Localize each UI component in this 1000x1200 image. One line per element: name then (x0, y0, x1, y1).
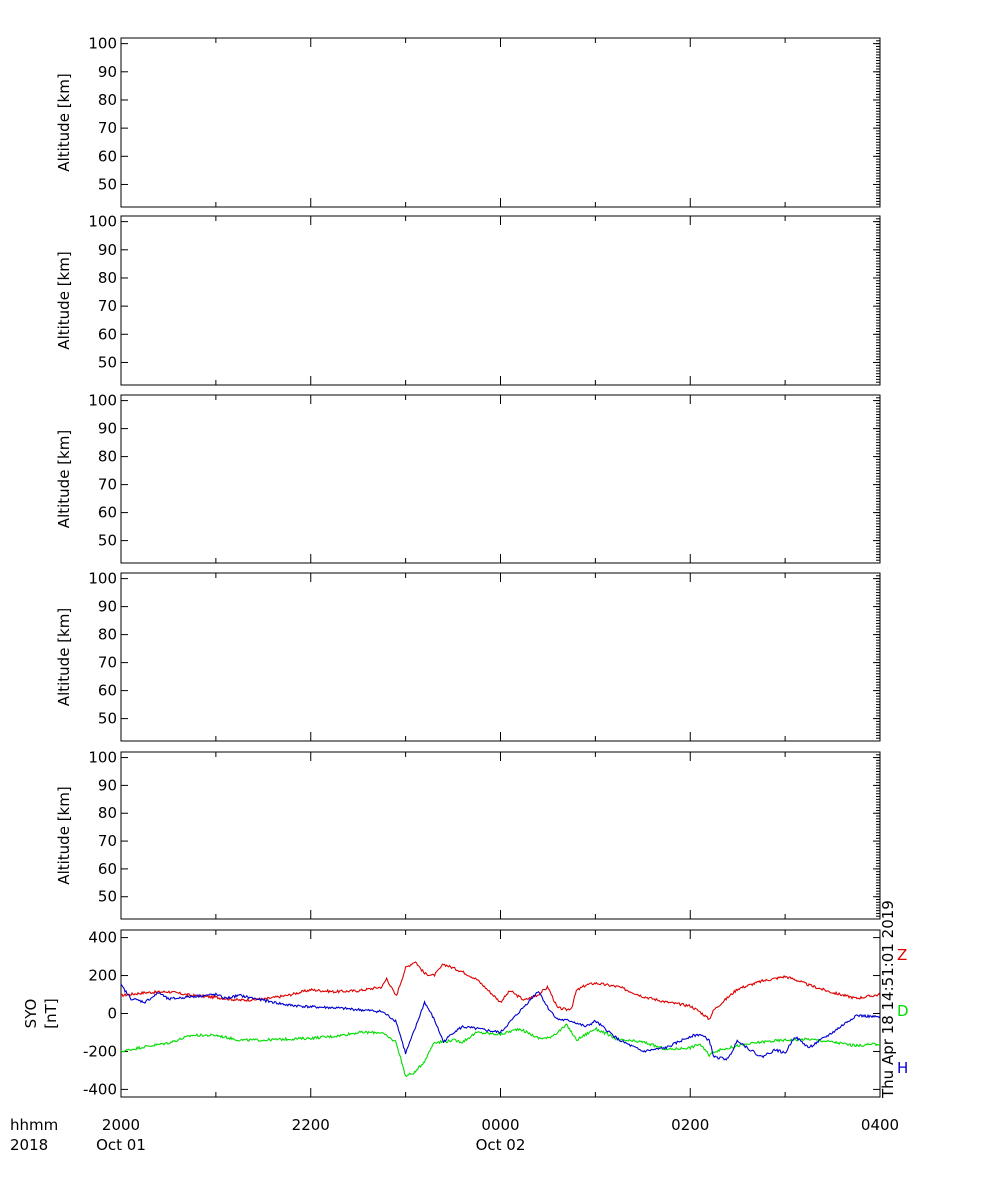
y-tick-label: 70 (98, 476, 117, 494)
y-axis-title: Altitude [km] (55, 251, 73, 349)
y-tick-label: 60 (98, 682, 117, 700)
y-tick-label: 100 (88, 213, 117, 231)
y-tick-label: 80 (98, 626, 117, 644)
x-tick-label: 0400 (861, 1116, 899, 1134)
y-tick-label: 100 (88, 392, 117, 410)
y-tick-label: 60 (98, 860, 117, 878)
series-line-Z (120, 961, 881, 1020)
y-tick-label: 60 (98, 147, 117, 165)
y-axis-title: SYO (22, 999, 40, 1029)
y-tick-label: 90 (98, 63, 117, 81)
y-tick-label: 100 (88, 749, 117, 767)
panel-5: 50 60 70 80 90 100 Altitude [km] (55, 749, 881, 920)
plot-frame (120, 215, 881, 386)
plot-frame (120, 37, 881, 208)
x-date-label: Oct 01 (96, 1136, 146, 1154)
plot-frame (120, 929, 881, 1098)
series-line-H (120, 983, 881, 1061)
y-tick-label: 80 (98, 91, 117, 109)
y-tick-label: 200 (88, 967, 117, 985)
series-line-D (120, 1023, 881, 1078)
y-tick-label: 70 (98, 297, 117, 315)
y-tick-label: 70 (98, 832, 117, 850)
panel-3: 50 60 70 80 90 100 Altitude [km] (55, 392, 881, 564)
x-tick-label: 2000 (102, 1116, 140, 1134)
legend-label-Z: Z (897, 946, 907, 964)
y-tick-label: 80 (98, 269, 117, 287)
y-axis-title: Altitude [km] (55, 430, 73, 528)
legend-label-D: D (897, 1002, 909, 1020)
y-tick-label: 90 (98, 776, 117, 794)
x-tick-label: 2200 (292, 1116, 330, 1134)
y-axis-title: [nT] (42, 998, 60, 1028)
y-axis-title: Altitude [km] (55, 73, 73, 171)
y-tick-label: 90 (98, 241, 117, 259)
y-tick-label: -200 (83, 1042, 117, 1060)
y-tick-label: 50 (98, 353, 117, 371)
panels: 50 60 70 80 90 100 Altitude [km] 50 60 70 80 90 100 A… (22, 35, 881, 1098)
x-tick-label: 0200 (671, 1116, 709, 1134)
y-tick-label: 70 (98, 119, 117, 137)
panel-2: 50 60 70 80 90 100 Altitude [km] (55, 213, 881, 386)
panel-4: 50 60 70 80 90 100 Altitude [km] (55, 570, 881, 742)
y-tick-label: 60 (98, 504, 117, 522)
panel-6: -400 -200 0 200 400 SYO [nT] (22, 929, 881, 1098)
y-tick-label: 50 (98, 532, 117, 550)
x-tick-label: 0000 (481, 1116, 519, 1134)
y-tick-label: 400 (88, 929, 117, 947)
y-tick-label: 80 (98, 804, 117, 822)
y-tick-label: 100 (88, 570, 117, 588)
y-axis-title: Altitude [km] (55, 608, 73, 706)
x-axis: hhmm 2018 2000 Oct 01 2200 0000 Oct 02 0200 0400 (10, 1116, 899, 1154)
plot-frame (120, 751, 881, 920)
y-tick-label: 100 (88, 35, 117, 53)
x-date-label: Oct 02 (476, 1136, 526, 1154)
y-tick-label: 50 (98, 888, 117, 906)
x-row-label: hhmm (10, 1116, 58, 1134)
y-tick-label: 80 (98, 448, 117, 466)
y-tick-label: 90 (98, 420, 117, 438)
y-tick-label: -400 (83, 1080, 117, 1098)
y-tick-label: 90 (98, 598, 117, 616)
plot-frame (120, 572, 881, 742)
y-tick-label: 0 (107, 1005, 117, 1023)
timestamp-label: Thu Apr 18 14:51:01 2019 (879, 900, 897, 1099)
legend: Z D H (897, 946, 909, 1077)
y-tick-label: 70 (98, 654, 117, 672)
y-tick-label: 60 (98, 325, 117, 343)
y-tick-label: 50 (98, 175, 117, 193)
y-tick-label: 50 (98, 710, 117, 728)
plot-frame (120, 394, 881, 564)
x-year-label: 2018 (10, 1136, 48, 1154)
y-axis-title: Altitude [km] (55, 786, 73, 884)
legend-label-H: H (897, 1059, 908, 1077)
panel-1: 50 60 70 80 90 100 Altitude [km] (55, 35, 881, 208)
